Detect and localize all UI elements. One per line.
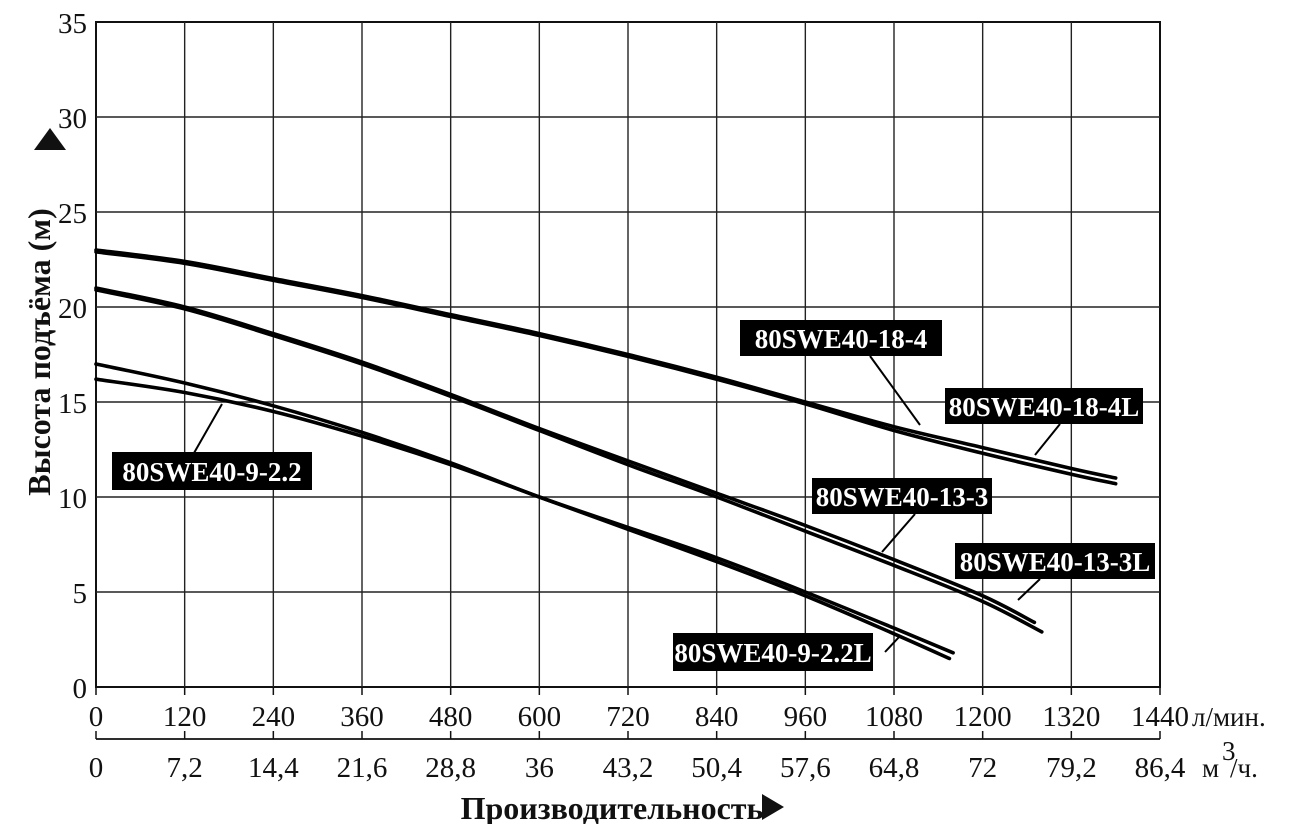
series-line-80swe40-18-4l	[94, 250, 1118, 486]
label-box-80swe40-18-4	[740, 320, 942, 356]
series-label-80swe40-9-2-2: 80SWE40-9-2.2	[122, 457, 301, 487]
label-box-80swe40-9-2-2l	[673, 633, 873, 671]
y-tick-label: 20	[58, 293, 87, 325]
curve-group	[94, 248, 1118, 661]
series-line-80swe40-13-3l	[94, 288, 1044, 634]
y-axis-title: Высота подъёма (м)	[21, 208, 57, 495]
series-line-80swe40-18-4	[94, 248, 1118, 480]
y-tick-label: 35	[58, 8, 87, 40]
x-axis-title: Производительность	[461, 790, 764, 824]
series-label-80swe40-18-4: 80SWE40-18-4	[755, 324, 928, 354]
label-box-80swe40-18-4l	[945, 388, 1143, 424]
x-tick-label-secondary: 64,8	[869, 752, 920, 784]
y-tick-label: 15	[58, 388, 87, 420]
series-label-80swe40-18-4l: 80SWE40-18-4L	[949, 392, 1140, 422]
x-tick-label-secondary: 7,2	[167, 752, 203, 784]
x-tick-label-primary: 1320	[1042, 701, 1100, 733]
x-tick-label-secondary: 0	[89, 752, 104, 784]
curve-labels: 80SWE40-18-4 80SWE40-18-4L 80SWE40-13-3 80S…	[112, 320, 1155, 671]
x-tick-label-secondary: 79,2	[1046, 752, 1097, 784]
leader-line-80swe40-18-4	[869, 355, 921, 426]
x-tick-label-secondary: 57,6	[780, 752, 831, 784]
leader-line-80swe40-18-4l	[1034, 423, 1061, 456]
x-tick-label-secondary: 36	[525, 752, 554, 784]
x-unit-primary: л/мин.	[1192, 702, 1266, 732]
x-unit-secondary-suffix: /ч.	[1230, 753, 1258, 783]
leader-line-80swe40-13-3	[881, 513, 916, 553]
series-line-80swe40-13-3	[94, 286, 1037, 625]
x-tick-label-secondary: 14,4	[248, 752, 299, 784]
x-unit-secondary: м	[1202, 753, 1219, 783]
x-tick-label-primary: 360	[340, 701, 384, 733]
x-tick-label-secondary: 21,6	[337, 752, 388, 784]
x-tick-label-primary: 240	[252, 701, 296, 733]
x-tick-label-primary: 720	[606, 701, 650, 733]
label-box-80swe40-9-2-2	[112, 452, 312, 490]
y-tick-label: 25	[58, 198, 87, 230]
x-tick-label-primary: 1200	[954, 701, 1012, 733]
x-tick-label-primary: 840	[695, 701, 739, 733]
series-line-80swe40-9-2-2l	[94, 377, 952, 661]
label-box-80swe40-13-3l	[955, 543, 1155, 579]
x-tick-label-secondary: 86,4	[1135, 752, 1186, 784]
leader-line-80swe40-9-2-2	[189, 403, 223, 461]
x-tick-label-primary: 960	[784, 701, 828, 733]
x-tick-label-secondary: 28,8	[425, 752, 476, 784]
series-label-80swe40-9-2-2l: 80SWE40-9-2.2L	[674, 638, 871, 668]
y-axis-title-arrow	[34, 128, 66, 150]
x-tick-label-primary: 1080	[865, 701, 923, 733]
label-box-80swe40-13-3	[812, 478, 992, 514]
x-tick-label-primary: 1440	[1131, 701, 1189, 733]
axis-group: 0 120 240 360 480 600 720 840 960 1080 1200 1320 144…	[58, 8, 1266, 784]
y-tick-label: 30	[58, 103, 87, 135]
x-axis-title-arrow	[762, 794, 784, 820]
leader-line-80swe40-13-3l	[1017, 578, 1041, 601]
x-tick-label-secondary: 72	[968, 752, 997, 784]
x-tick-label-primary: 600	[518, 701, 562, 733]
x-tick-label-primary: 120	[163, 701, 207, 733]
x-tick-label-primary: 480	[429, 701, 473, 733]
series-label-80swe40-13-3l: 80SWE40-13-3L	[960, 547, 1151, 577]
y-tick-label: 5	[73, 578, 88, 610]
x-tick-label-secondary: 50,4	[691, 752, 742, 784]
y-tick-label: 0	[73, 673, 88, 705]
x-tick-label-primary: 0	[89, 701, 104, 733]
y-tick-label: 10	[58, 483, 87, 515]
leader-line-80swe40-9-2-2l	[884, 635, 901, 653]
x-unit-secondary-superscript: 3	[1222, 736, 1236, 766]
x-tick-label-secondary: 43,2	[603, 752, 654, 784]
series-label-80swe40-13-3: 80SWE40-13-3	[816, 482, 989, 512]
